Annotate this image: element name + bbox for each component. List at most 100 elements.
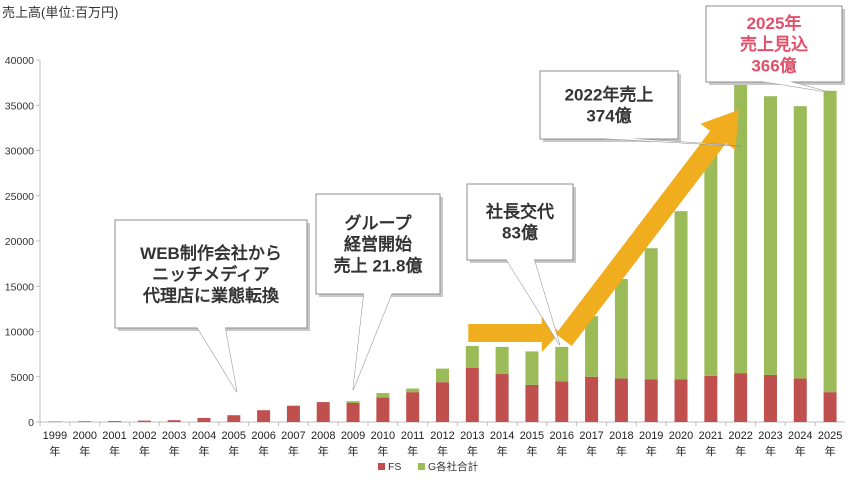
bar-group-total — [495, 346, 509, 375]
x-tick-label: 2019 — [639, 430, 663, 442]
callout-2022-sales-text: 2022年売上 — [565, 84, 654, 104]
x-tick-label: 2018 — [609, 430, 633, 442]
bar-fs — [78, 421, 92, 422]
x-tick-suffix: 年 — [228, 444, 239, 458]
x-tick-suffix: 年 — [646, 444, 657, 458]
y-tick-label: 40000 — [5, 55, 34, 67]
x-tick-label: 2001 — [102, 430, 126, 442]
x-tick-suffix: 年 — [109, 444, 120, 458]
bar-fs — [763, 374, 777, 422]
x-tick-suffix: 年 — [616, 444, 627, 458]
x-tick-label: 2012 — [430, 430, 454, 442]
bar-group-total — [525, 351, 539, 385]
y-tick-label: 20000 — [5, 236, 34, 248]
y-tick-label: 15000 — [5, 281, 34, 293]
callout-2022-sales-text: 374億 — [586, 106, 631, 126]
x-tick-label: 2002 — [132, 430, 156, 442]
x-tick-label: 2023 — [758, 430, 782, 442]
callout-group-start-box — [315, 193, 441, 295]
x-tick-suffix: 年 — [318, 444, 329, 458]
bar-group-total — [674, 211, 688, 380]
x-tick-suffix: 年 — [258, 444, 269, 458]
bar-fs — [316, 402, 330, 422]
bar-fs — [495, 374, 509, 422]
bar-fs — [436, 382, 449, 422]
callout-group-start-text: 経営開始 — [344, 234, 412, 254]
x-tick-suffix: 年 — [795, 444, 806, 458]
callout-business-change-tail-cover — [197, 327, 237, 392]
callout-2025-forecast-box — [705, 5, 843, 83]
x-tick-suffix: 年 — [169, 444, 180, 458]
bar-fs — [674, 379, 688, 422]
bar-fs — [108, 421, 122, 422]
y-tick-label: 0 — [28, 417, 34, 429]
bar-fs — [286, 405, 300, 422]
legend-label: G各社合計 — [428, 460, 479, 473]
x-tick-label: 2008 — [311, 430, 335, 442]
x-tick-suffix: 年 — [348, 444, 359, 458]
callout-group-start-text: 売上 21.8億 — [334, 255, 423, 275]
diagonal-arrow — [555, 110, 739, 347]
bar-fs — [585, 376, 599, 422]
callout-2025-forecast-tail-cover — [760, 81, 829, 92]
callout-ceo-change-text: 社長交代 — [485, 201, 554, 221]
bar-group-total — [614, 279, 628, 379]
bar-fs — [257, 410, 271, 422]
callout-group-start-tail-cover — [353, 293, 392, 390]
bar-fs — [137, 420, 151, 422]
callout-2025-forecast-text: 2025年 — [747, 13, 802, 33]
callout-2025-forecast-text: 売上見込 — [740, 34, 808, 54]
bar-group-total — [763, 96, 777, 375]
legend-swatch — [418, 463, 425, 470]
bar-fs — [48, 421, 62, 423]
x-tick-label: 2004 — [192, 430, 216, 442]
x-tick-label: 2024 — [788, 430, 812, 442]
horizontal-arrow — [468, 314, 560, 352]
bar-group-total — [644, 248, 658, 380]
bar-fs — [465, 367, 479, 422]
bar-fs — [406, 392, 420, 422]
callout-2022-sales-box — [539, 70, 679, 140]
bar-fs — [734, 373, 748, 422]
callout-group-start-text: グループ — [345, 213, 413, 233]
callout-2025-forecast-text: 366億 — [751, 55, 796, 75]
callout-ceo-change-box — [466, 183, 574, 261]
bar-group-total — [793, 106, 807, 379]
bar-group-total — [823, 90, 837, 393]
legend-swatch — [378, 463, 385, 470]
bar-group-total — [704, 154, 718, 376]
x-tick-suffix: 年 — [198, 444, 209, 458]
x-tick-suffix: 年 — [377, 444, 388, 458]
bar-fs — [555, 381, 569, 422]
y-tick-label: 5000 — [11, 372, 35, 384]
y-tick-label: 30000 — [5, 146, 34, 158]
x-tick-suffix: 年 — [467, 444, 478, 458]
bar-fs — [614, 378, 628, 422]
x-tick-suffix: 年 — [825, 444, 836, 458]
x-tick-label: 2007 — [281, 430, 305, 442]
bar-fs — [376, 397, 390, 422]
x-tick-label: 2013 — [460, 430, 484, 442]
x-tick-label: 2009 — [341, 430, 365, 442]
bar-group-total — [465, 345, 479, 368]
x-tick-label: 2010 — [371, 430, 395, 442]
x-tick-suffix: 年 — [79, 444, 90, 458]
x-tick-label: 2003 — [162, 430, 186, 442]
bar-fs — [793, 378, 807, 422]
bar-group-total — [555, 346, 569, 382]
x-tick-label: 1999 — [43, 430, 67, 442]
x-tick-label: 2016 — [550, 430, 574, 442]
callout-ceo-change-tail-cover — [506, 259, 560, 345]
x-tick-suffix: 年 — [288, 444, 299, 458]
x-tick-label: 2005 — [222, 430, 246, 442]
bar-fs — [525, 384, 539, 422]
unit-label: 売上高(単位:百万円) — [2, 5, 119, 20]
bar-fs — [823, 392, 837, 422]
callout-business-change-text: WEB制作会社から — [140, 243, 282, 263]
x-tick-suffix: 年 — [765, 444, 776, 458]
bar-group-total — [585, 316, 599, 377]
x-tick-label: 2015 — [520, 430, 544, 442]
bar-fs — [704, 375, 718, 422]
x-tick-suffix: 年 — [526, 444, 537, 458]
